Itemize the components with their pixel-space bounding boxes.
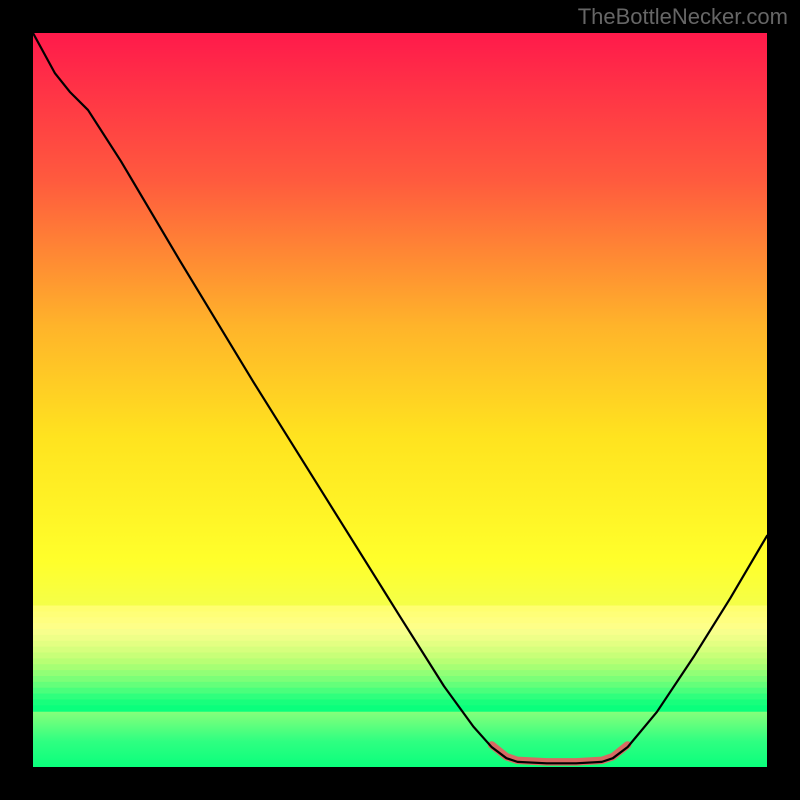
chart-stage: TheBottleNecker.com: [0, 0, 800, 800]
bg-stripe: [33, 652, 767, 658]
bottleneck-chart: [0, 0, 800, 800]
bg-stripe: [33, 635, 767, 641]
bg-stripe: [33, 606, 767, 612]
bg-stripe: [33, 629, 767, 635]
bg-stripe: [33, 647, 767, 653]
bg-stripe: [33, 688, 767, 694]
bg-stripe: [33, 623, 767, 629]
bg-stripe: [33, 641, 767, 647]
bg-stripe: [33, 676, 767, 682]
bg-stripe: [33, 658, 767, 664]
bg-stripe: [33, 664, 767, 670]
bg-stripe: [33, 699, 767, 705]
bg-stripe: [33, 682, 767, 688]
bg-stripe: [33, 670, 767, 676]
bg-stripe: [33, 694, 767, 700]
